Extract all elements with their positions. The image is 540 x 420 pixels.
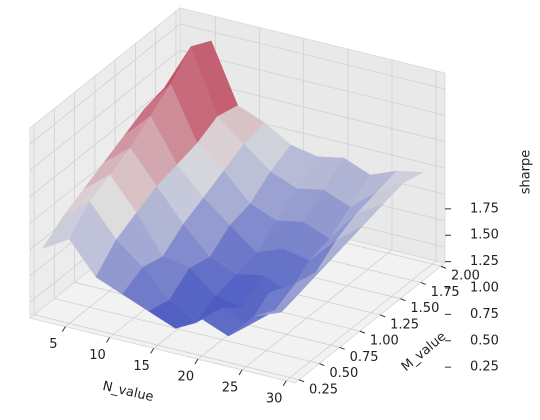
y-tick-label: 1.50 — [410, 301, 439, 316]
x-tick-label: 20 — [178, 370, 195, 385]
grid-line — [179, 49, 446, 116]
y-tick — [379, 314, 386, 318]
x-tick-label: 5 — [49, 337, 57, 352]
grid-line — [285, 260, 437, 382]
grid-line — [241, 249, 393, 371]
y-tick — [319, 363, 325, 367]
x-tick-label: 10 — [89, 348, 106, 363]
surface-patch — [254, 290, 302, 317]
grid-line — [179, 23, 446, 90]
y-tick — [440, 265, 447, 269]
y-tick-label: 0.25 — [309, 382, 338, 397]
grid-line — [33, 314, 300, 381]
y-tick — [359, 330, 366, 334]
grid-line — [54, 298, 320, 364]
z-tick-label: 1.50 — [470, 228, 499, 243]
grid-line — [29, 49, 181, 171]
x-tick — [61, 326, 66, 332]
y-tick — [298, 379, 305, 383]
y-tick-label: 1.75 — [431, 285, 460, 300]
z-tick-label: 0.75 — [470, 307, 499, 322]
x-tick — [106, 337, 110, 343]
z-tick-label: 1.75 — [470, 201, 499, 216]
x-tick-label: 25 — [222, 381, 239, 396]
x-tick — [150, 348, 155, 354]
y-tick-label: 0.50 — [329, 366, 358, 381]
x-axis-label: N_value — [101, 379, 155, 405]
x-tick — [238, 369, 243, 376]
y-tick — [420, 281, 426, 285]
y-tick — [400, 298, 406, 302]
z-axis-label: sharpe — [519, 150, 534, 195]
z-tick-label: 1.00 — [470, 281, 499, 296]
y-tick-label: 0.75 — [350, 350, 379, 365]
x-tick — [282, 380, 287, 387]
y-tick — [339, 346, 345, 350]
y-tick-label: 1.25 — [390, 317, 419, 332]
y-tick-label: 2.00 — [451, 269, 480, 284]
grid-line — [29, 76, 181, 197]
x-tick — [194, 358, 199, 365]
grid-line — [29, 23, 181, 145]
x-tick-label: 30 — [266, 391, 283, 406]
z-tick-label: 0.25 — [470, 360, 499, 375]
y-axis-label: M_value — [399, 329, 449, 375]
z-tick-label: 1.25 — [470, 254, 499, 269]
y-tick-label: 1.00 — [370, 334, 399, 349]
x-tick-label: 15 — [133, 359, 150, 374]
z-tick-label: 0.50 — [470, 333, 499, 348]
